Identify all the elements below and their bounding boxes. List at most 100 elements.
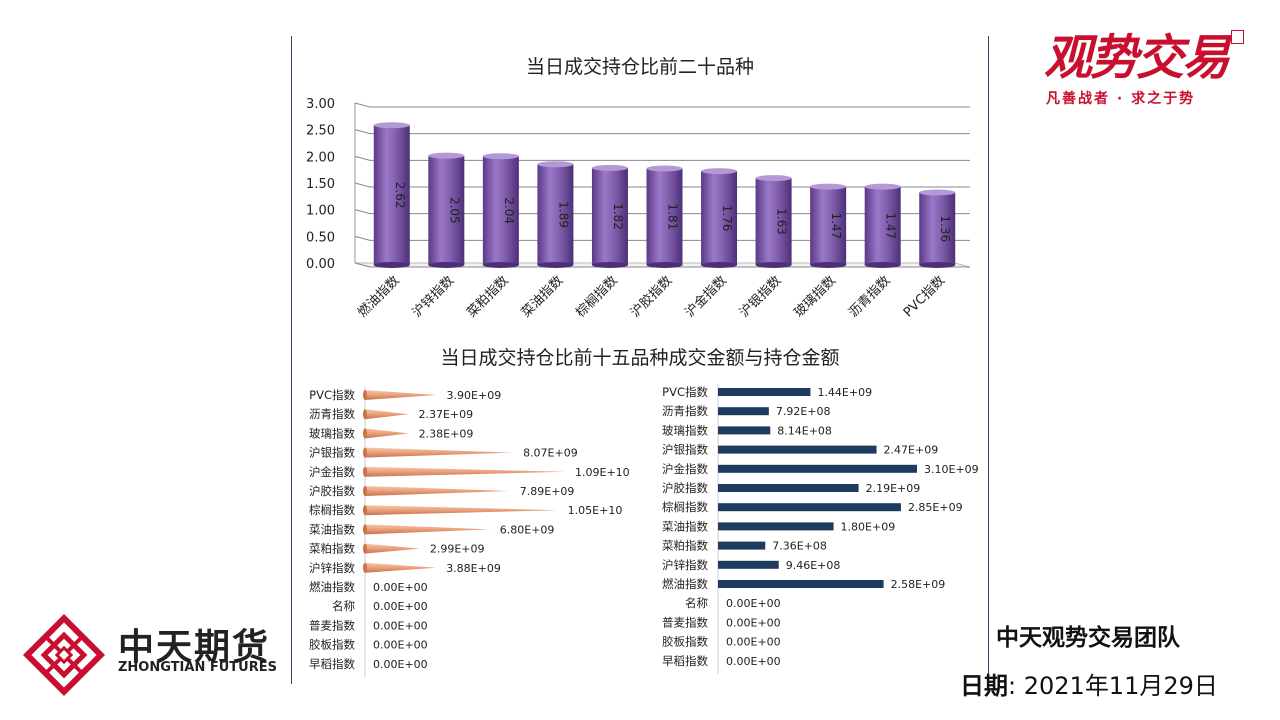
bar-value-label: 1.80E+09 [841, 520, 896, 533]
bar-bottom [428, 262, 465, 268]
x-tick-label: 棕榈指数 [573, 273, 620, 320]
bar [428, 152, 465, 268]
bar-base [363, 409, 367, 420]
bar-top [919, 189, 956, 196]
category-label: 早稻指数 [309, 657, 355, 671]
bar-value-label: 2.19E+09 [866, 482, 921, 495]
bar-base [363, 524, 367, 535]
bar-value-label: 0.00E+00 [373, 639, 428, 652]
left-divider-line [291, 36, 292, 684]
bar-value-label: 9.46E+08 [786, 559, 841, 572]
bar-top [482, 153, 519, 160]
bar-bottom [919, 262, 956, 268]
bar-bottom [591, 262, 628, 268]
bar-top [373, 122, 410, 129]
category-label: 玻璃指数 [309, 426, 355, 440]
bar [919, 189, 956, 268]
bar-value-label: 2.05 [447, 197, 461, 224]
bar-value-label: 1.89 [556, 201, 570, 228]
bar-value-label: 3.10E+09 [924, 463, 979, 476]
category-label: 沪银指数 [309, 446, 355, 460]
bar [718, 522, 834, 531]
bar-body [701, 171, 738, 265]
bar-bottom [646, 262, 683, 268]
bar-top [591, 164, 628, 171]
bar-base [363, 390, 367, 400]
x-tick-label: 沪胶指数 [627, 273, 675, 321]
bar-top [810, 183, 847, 190]
bar-value-label: 2.62 [393, 182, 407, 209]
bar [365, 524, 490, 535]
bar-value-label: 1.44E+09 [817, 386, 872, 399]
bar-value-label: 7.92E+08 [776, 405, 831, 418]
bar-value-label: 1.09E+10 [575, 466, 630, 479]
bar-body [482, 156, 519, 265]
bar [718, 445, 877, 454]
y-tick-label: 2.50 [306, 124, 335, 139]
category-label: 沪胶指数 [662, 481, 708, 495]
category-label: 燃油指数 [309, 580, 355, 594]
company-name-cn: 中天期货 [118, 627, 271, 668]
y-tick-label: 1.50 [306, 177, 335, 192]
gridline-diag [354, 235, 371, 241]
bar-body [646, 168, 683, 265]
gridline-diag [354, 209, 371, 215]
category-label: 菜粕指数 [309, 542, 355, 556]
turnover-amount-chart: 当日成交持仓比前十五品种成交金额与持仓金额 PVC指数 3.90E+09 沥青指数 2.… [309, 347, 840, 677]
bar [718, 580, 884, 588]
bar-value-label: 0.00E+00 [373, 658, 428, 671]
bar-value-label: 1.63 [775, 208, 789, 235]
bar-value-label: 8.07E+09 [523, 447, 578, 460]
bar-body [591, 167, 628, 265]
bar-base [363, 505, 367, 516]
bar-value-label: 2.04 [502, 197, 516, 224]
bar-value-label: 1.36 [938, 215, 952, 242]
bar-bottom [482, 262, 519, 268]
bar-body [373, 125, 410, 266]
open-interest-amount-chart: PVC指数 1.44E+09 沥青指数 7.92E+08 玻璃指数 8.14E+08 沪银指… [662, 384, 979, 674]
bar-value-label: 2.58E+09 [891, 578, 946, 591]
category-label: 沥青指数 [662, 404, 708, 418]
gridline-diag [354, 182, 371, 188]
bar [591, 164, 628, 268]
category-label: 沪胶指数 [309, 484, 355, 498]
bar-body [864, 186, 901, 265]
category-label: 燃油指数 [662, 577, 708, 591]
brand-logo: 观势交易 [1044, 30, 1230, 86]
bar-base [363, 486, 367, 496]
y-tick-label: 1.00 [306, 204, 335, 219]
category-label: 胶板指数 [662, 635, 708, 649]
category-label: 普麦指数 [309, 618, 355, 632]
bar [718, 464, 917, 473]
team-name: 中天观势交易团队 [996, 625, 1180, 651]
category-label: 沪金指数 [662, 462, 708, 476]
bar-top [646, 165, 683, 172]
bar-value-label: 8.14E+08 [777, 424, 832, 437]
bar-value-label: 1.76 [720, 205, 734, 232]
bar-value-label: 0.00E+00 [726, 655, 781, 668]
category-label: 棕榈指数 [662, 500, 708, 514]
bar-base [363, 562, 367, 573]
bar-value-label: 1.47 [884, 212, 898, 239]
bar-value-label: 7.89E+09 [520, 485, 575, 498]
gridline-diag [354, 102, 371, 108]
bar-value-label: 0.00E+00 [726, 616, 781, 629]
y-tick-label: 2.00 [306, 150, 335, 165]
gridline-diag [354, 129, 371, 135]
turnover-ratio-top20-chart: 当日成交持仓比前二十品种 0.00 0.50 1.00 1.50 2.00 2.50 3.00… [306, 56, 971, 321]
bar-top [864, 183, 901, 190]
bar [373, 122, 410, 268]
y-tick-label: 0.50 [306, 230, 335, 245]
category-label: 胶板指数 [309, 638, 355, 652]
brand-seal-icon [1231, 30, 1244, 44]
bar-value-label: 0.00E+00 [726, 597, 781, 610]
bar-top [428, 152, 465, 159]
bar [810, 183, 847, 268]
bar-body [755, 178, 792, 265]
bar-bottom [864, 262, 901, 268]
bar-base [363, 466, 367, 477]
chart-title: 当日成交持仓比前十五品种成交金额与持仓金额 [440, 347, 839, 369]
bar [537, 161, 574, 268]
bar-base [363, 447, 367, 458]
